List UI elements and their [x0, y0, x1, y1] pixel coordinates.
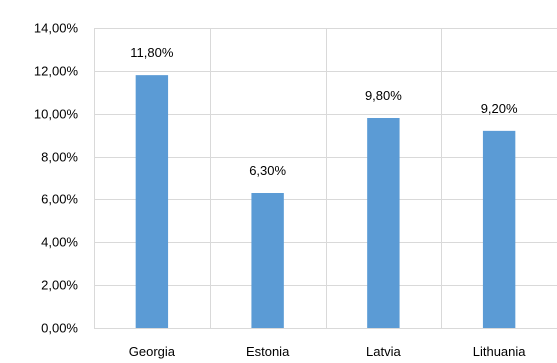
data-label-estonia: 6,30%: [249, 163, 286, 178]
data-label-georgia: 11,80%: [130, 45, 174, 60]
y-tick-label: 8,00%: [41, 150, 78, 165]
y-tick-label: 12,00%: [34, 64, 79, 79]
bar-lithuania: [482, 130, 516, 328]
bars-group: [135, 75, 516, 329]
y-tick-label: 10,00%: [34, 107, 79, 122]
bar-estonia: [251, 193, 284, 328]
data-labels: 11,80% 6,30% 9,80% 9,20%: [130, 45, 518, 178]
y-tick-label: 6,00%: [41, 192, 78, 207]
category-label-georgia: Georgia: [129, 344, 176, 359]
bar-latvia: [367, 118, 400, 328]
data-label-latvia: 9,80%: [365, 88, 402, 103]
y-tick-label: 0,00%: [41, 321, 78, 336]
data-label-lithuania: 9,20%: [481, 101, 518, 116]
category-label-latvia: Latvia: [366, 344, 401, 359]
category-label-estonia: Estonia: [246, 344, 290, 359]
y-tick-label: 4,00%: [41, 235, 78, 250]
bar-georgia: [135, 75, 169, 329]
y-axis-tick-labels: 0,00% 2,00% 4,00% 6,00% 8,00% 10,00% 12,00% 14,…: [34, 21, 79, 336]
category-label-lithuania: Lithuania: [473, 344, 527, 359]
gridlines: [94, 28, 557, 329]
y-tick-label: 14,00%: [34, 21, 79, 36]
x-axis-category-labels: Georgia Estonia Latvia Lithuania: [129, 344, 527, 359]
y-tick-label: 2,00%: [41, 278, 78, 293]
